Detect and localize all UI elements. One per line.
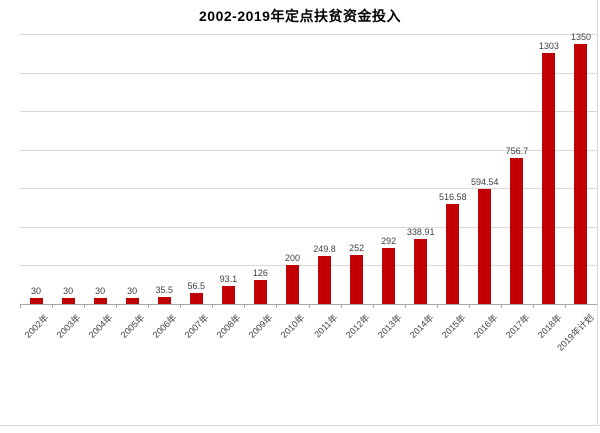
x-axis-tick: [276, 304, 278, 308]
x-axis-tick: [244, 304, 246, 308]
x-axis-tick: [372, 304, 374, 308]
bar: [253, 279, 267, 304]
bar: [29, 298, 43, 304]
gridline: [20, 149, 597, 151]
bar: [318, 255, 332, 304]
chart-title: 2002-2019年定点扶贫资金投入: [199, 8, 401, 24]
bar-value-label: 594.54: [471, 177, 499, 188]
gridline: [20, 226, 597, 228]
gridline: [20, 34, 597, 35]
bar-value-label: 292: [381, 235, 397, 246]
bar-value-label: 126: [252, 267, 268, 278]
x-axis-tick: [500, 304, 502, 308]
x-axis-tick: [52, 304, 54, 308]
plot-area: 30 30 30 30 35.5 56.5 93.1 126 200 249.8 252 292 338…: [20, 31, 598, 308]
bar: [542, 52, 556, 304]
bar-value-label: 200: [284, 253, 300, 264]
bar: [93, 298, 107, 304]
bar: [446, 204, 460, 304]
gridline: [20, 72, 597, 74]
chart-right-border: [597, 0, 598, 426]
x-axis-tick: [116, 304, 118, 308]
bar: [382, 247, 396, 304]
x-axis-tick: [84, 304, 86, 308]
x-axis-tick: [180, 304, 182, 308]
gridline: [20, 188, 597, 190]
bar: [350, 255, 364, 304]
bar-value-label: 252: [349, 243, 365, 254]
bar: [510, 158, 524, 304]
x-axis-tick: [308, 304, 310, 308]
bar: [125, 298, 139, 304]
bar: [285, 265, 299, 304]
bar-value-label: 93.1: [219, 274, 238, 285]
chart-bottom-border: [0, 425, 600, 426]
bar: [61, 298, 75, 304]
bar-value-label: 30: [31, 286, 42, 297]
bar-value-label: 1303: [538, 40, 559, 51]
x-axis-tick: [436, 304, 438, 308]
bar: [478, 189, 492, 304]
bar-value-label: 1350: [570, 31, 591, 42]
bar-value-label: 249.8: [313, 243, 336, 254]
bar-value-label: 30: [95, 286, 106, 297]
bar: [157, 297, 171, 304]
x-axis-tick: [532, 304, 534, 308]
x-axis-tick: [148, 304, 150, 308]
bar-value-label: 516.58: [438, 192, 467, 203]
bar-value-label: 30: [63, 286, 74, 297]
x-axis-tick: [212, 304, 214, 308]
gridline: [20, 111, 597, 113]
bar: [574, 43, 588, 304]
x-axis-tick: [564, 304, 566, 308]
x-axis-tick: [404, 304, 406, 308]
bar-value-label: 338.91: [406, 226, 435, 237]
gridline: [20, 265, 597, 267]
bar-value-label: 30: [127, 286, 138, 297]
x-axis-tick: [468, 304, 470, 308]
bar-value-label: 756.7: [505, 146, 529, 157]
bar-value-label: 56.5: [187, 281, 206, 292]
bar: [414, 238, 428, 304]
bar: [189, 293, 203, 304]
x-axis-tick: [340, 304, 342, 308]
bar: [221, 286, 235, 304]
x-axis-tick: [20, 304, 21, 308]
bar-value-label: 35.5: [155, 285, 174, 296]
